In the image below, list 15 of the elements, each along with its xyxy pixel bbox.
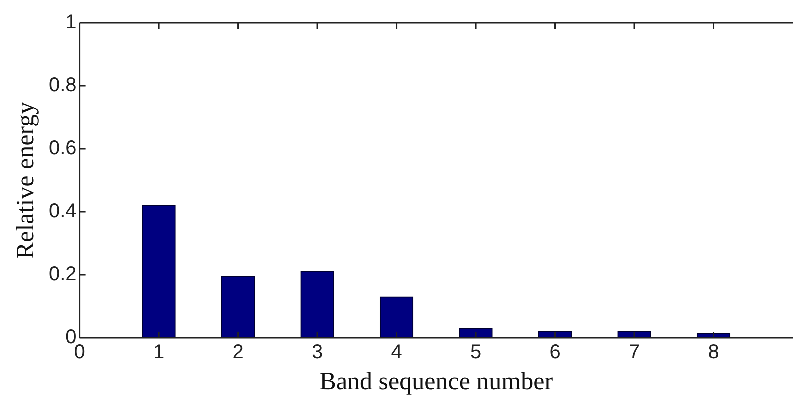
x-axis-title: Band sequence number bbox=[320, 368, 554, 396]
x-tick-label: 6 bbox=[550, 342, 561, 364]
x-tick-label: 8 bbox=[708, 342, 720, 364]
x-tick-label: 2 bbox=[232, 342, 244, 364]
x-tick-label: 7 bbox=[628, 342, 640, 364]
y-tick-label: 0.2 bbox=[48, 264, 77, 286]
y-axis-title: Relative energy bbox=[12, 101, 40, 260]
x-tick-label: 5 bbox=[470, 342, 482, 364]
y-tick-label: 1 bbox=[66, 12, 77, 34]
y-tick-label: 0.8 bbox=[48, 74, 77, 97]
y-tick-label: 0.6 bbox=[48, 138, 77, 160]
x-tick-label: 4 bbox=[391, 342, 402, 364]
y-tick-label: 0.4 bbox=[48, 200, 77, 223]
x-tick-label: 3 bbox=[312, 342, 324, 364]
x-tick-label: 1 bbox=[153, 342, 165, 364]
